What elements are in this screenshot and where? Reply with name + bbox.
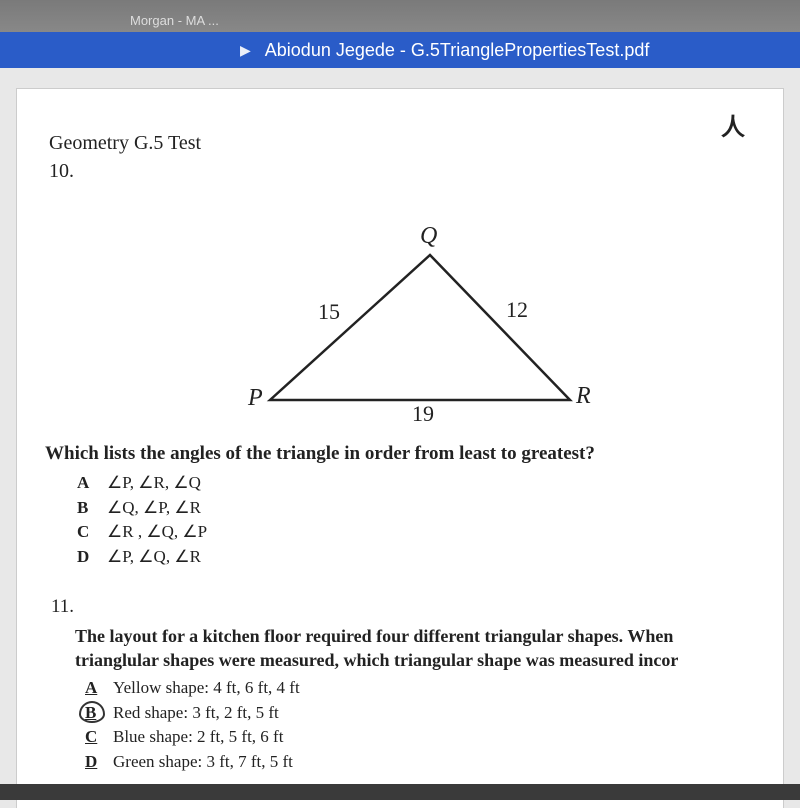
side-PR: 19 bbox=[412, 401, 434, 427]
choice-text: ∠P, ∠R, ∠Q bbox=[107, 471, 201, 496]
active-tab-bar[interactable]: ▶ Abiodun Jegede - G.5TriangleProperties… bbox=[0, 32, 800, 68]
choice-text: ∠Q, ∠P, ∠R bbox=[107, 496, 201, 521]
test-header: Geometry G.5 Test 10. bbox=[49, 129, 759, 185]
choice-letter: D bbox=[77, 545, 95, 570]
question-number-11: 11. bbox=[51, 596, 759, 618]
choice-letter: B bbox=[77, 496, 95, 521]
choice-text: ∠P, ∠Q, ∠R bbox=[107, 545, 201, 570]
choice-text: ∠R , ∠Q, ∠P bbox=[107, 520, 207, 545]
q11-choice-D[interactable]: D Green shape: 3 ft, 7 ft, 5 ft bbox=[85, 750, 759, 775]
q11-question-text: The layout for a kitchen floor required … bbox=[75, 624, 747, 673]
q11-choice-A[interactable]: A Yellow shape: 4 ft, 6 ft, 4 ft bbox=[85, 676, 759, 701]
choice-letter: A bbox=[85, 676, 105, 701]
choice-text: Red shape: 3 ft, 2 ft, 5 ft bbox=[113, 701, 279, 726]
choice-text: Yellow shape: 4 ft, 6 ft, 4 ft bbox=[113, 676, 300, 701]
choice-letter: C bbox=[77, 520, 95, 545]
vertex-P: P bbox=[248, 385, 263, 412]
q11-choice-C[interactable]: C Blue shape: 2 ft, 5 ft, 6 ft bbox=[85, 725, 759, 750]
q10-choices: A ∠P, ∠R, ∠Q B ∠Q, ∠P, ∠R C ∠R , ∠Q, ∠P … bbox=[77, 471, 759, 570]
q10-question-text: Which lists the angles of the triangle i… bbox=[45, 443, 755, 465]
browser-tab-bar: Morgan - MA ... bbox=[0, 0, 800, 32]
vertex-Q: Q bbox=[420, 223, 437, 250]
choice-text: Green shape: 3 ft, 7 ft, 5 ft bbox=[113, 750, 293, 775]
test-title: Geometry G.5 Test bbox=[49, 129, 759, 157]
q11-choice-B[interactable]: B Red shape: 3 ft, 2 ft, 5 ft bbox=[85, 701, 759, 726]
active-tab-title: Abiodun Jegede - G.5TrianglePropertiesTe… bbox=[265, 40, 650, 61]
side-QR: 12 bbox=[506, 297, 528, 323]
choice-letter: C bbox=[85, 725, 105, 750]
triangle-figure: Q P R 15 12 19 bbox=[140, 225, 660, 425]
vertex-R: R bbox=[576, 383, 591, 410]
choice-letter: A bbox=[77, 471, 95, 496]
tab-arrow-icon: ▶ bbox=[240, 42, 251, 59]
device-bottom-bezel bbox=[0, 784, 800, 800]
q10-choice-B[interactable]: B ∠Q, ∠P, ∠R bbox=[77, 496, 759, 521]
choice-text: Blue shape: 2 ft, 5 ft, 6 ft bbox=[113, 725, 283, 750]
q10-choice-C[interactable]: C ∠R , ∠Q, ∠P bbox=[77, 520, 759, 545]
document-page: 人 Geometry G.5 Test 10. Q P R 15 12 19 W… bbox=[16, 88, 784, 808]
q11-choices: A Yellow shape: 4 ft, 6 ft, 4 ft B Red s… bbox=[85, 676, 759, 775]
tab-prev-fragment[interactable]: Morgan - MA ... bbox=[120, 9, 229, 32]
choice-letter: D bbox=[85, 750, 105, 775]
q11-line1: The layout for a kitchen floor required … bbox=[75, 626, 673, 646]
q10-choice-D[interactable]: D ∠P, ∠Q, ∠R bbox=[77, 545, 759, 570]
q10-choice-A[interactable]: A ∠P, ∠R, ∠Q bbox=[77, 471, 759, 496]
person-icon: 人 bbox=[721, 107, 745, 142]
choice-letter: B bbox=[85, 701, 105, 726]
side-PQ: 15 bbox=[318, 299, 340, 325]
q11-line2: trianglular shapes were measured, which … bbox=[75, 650, 678, 670]
question-number-10: 10. bbox=[49, 157, 759, 185]
